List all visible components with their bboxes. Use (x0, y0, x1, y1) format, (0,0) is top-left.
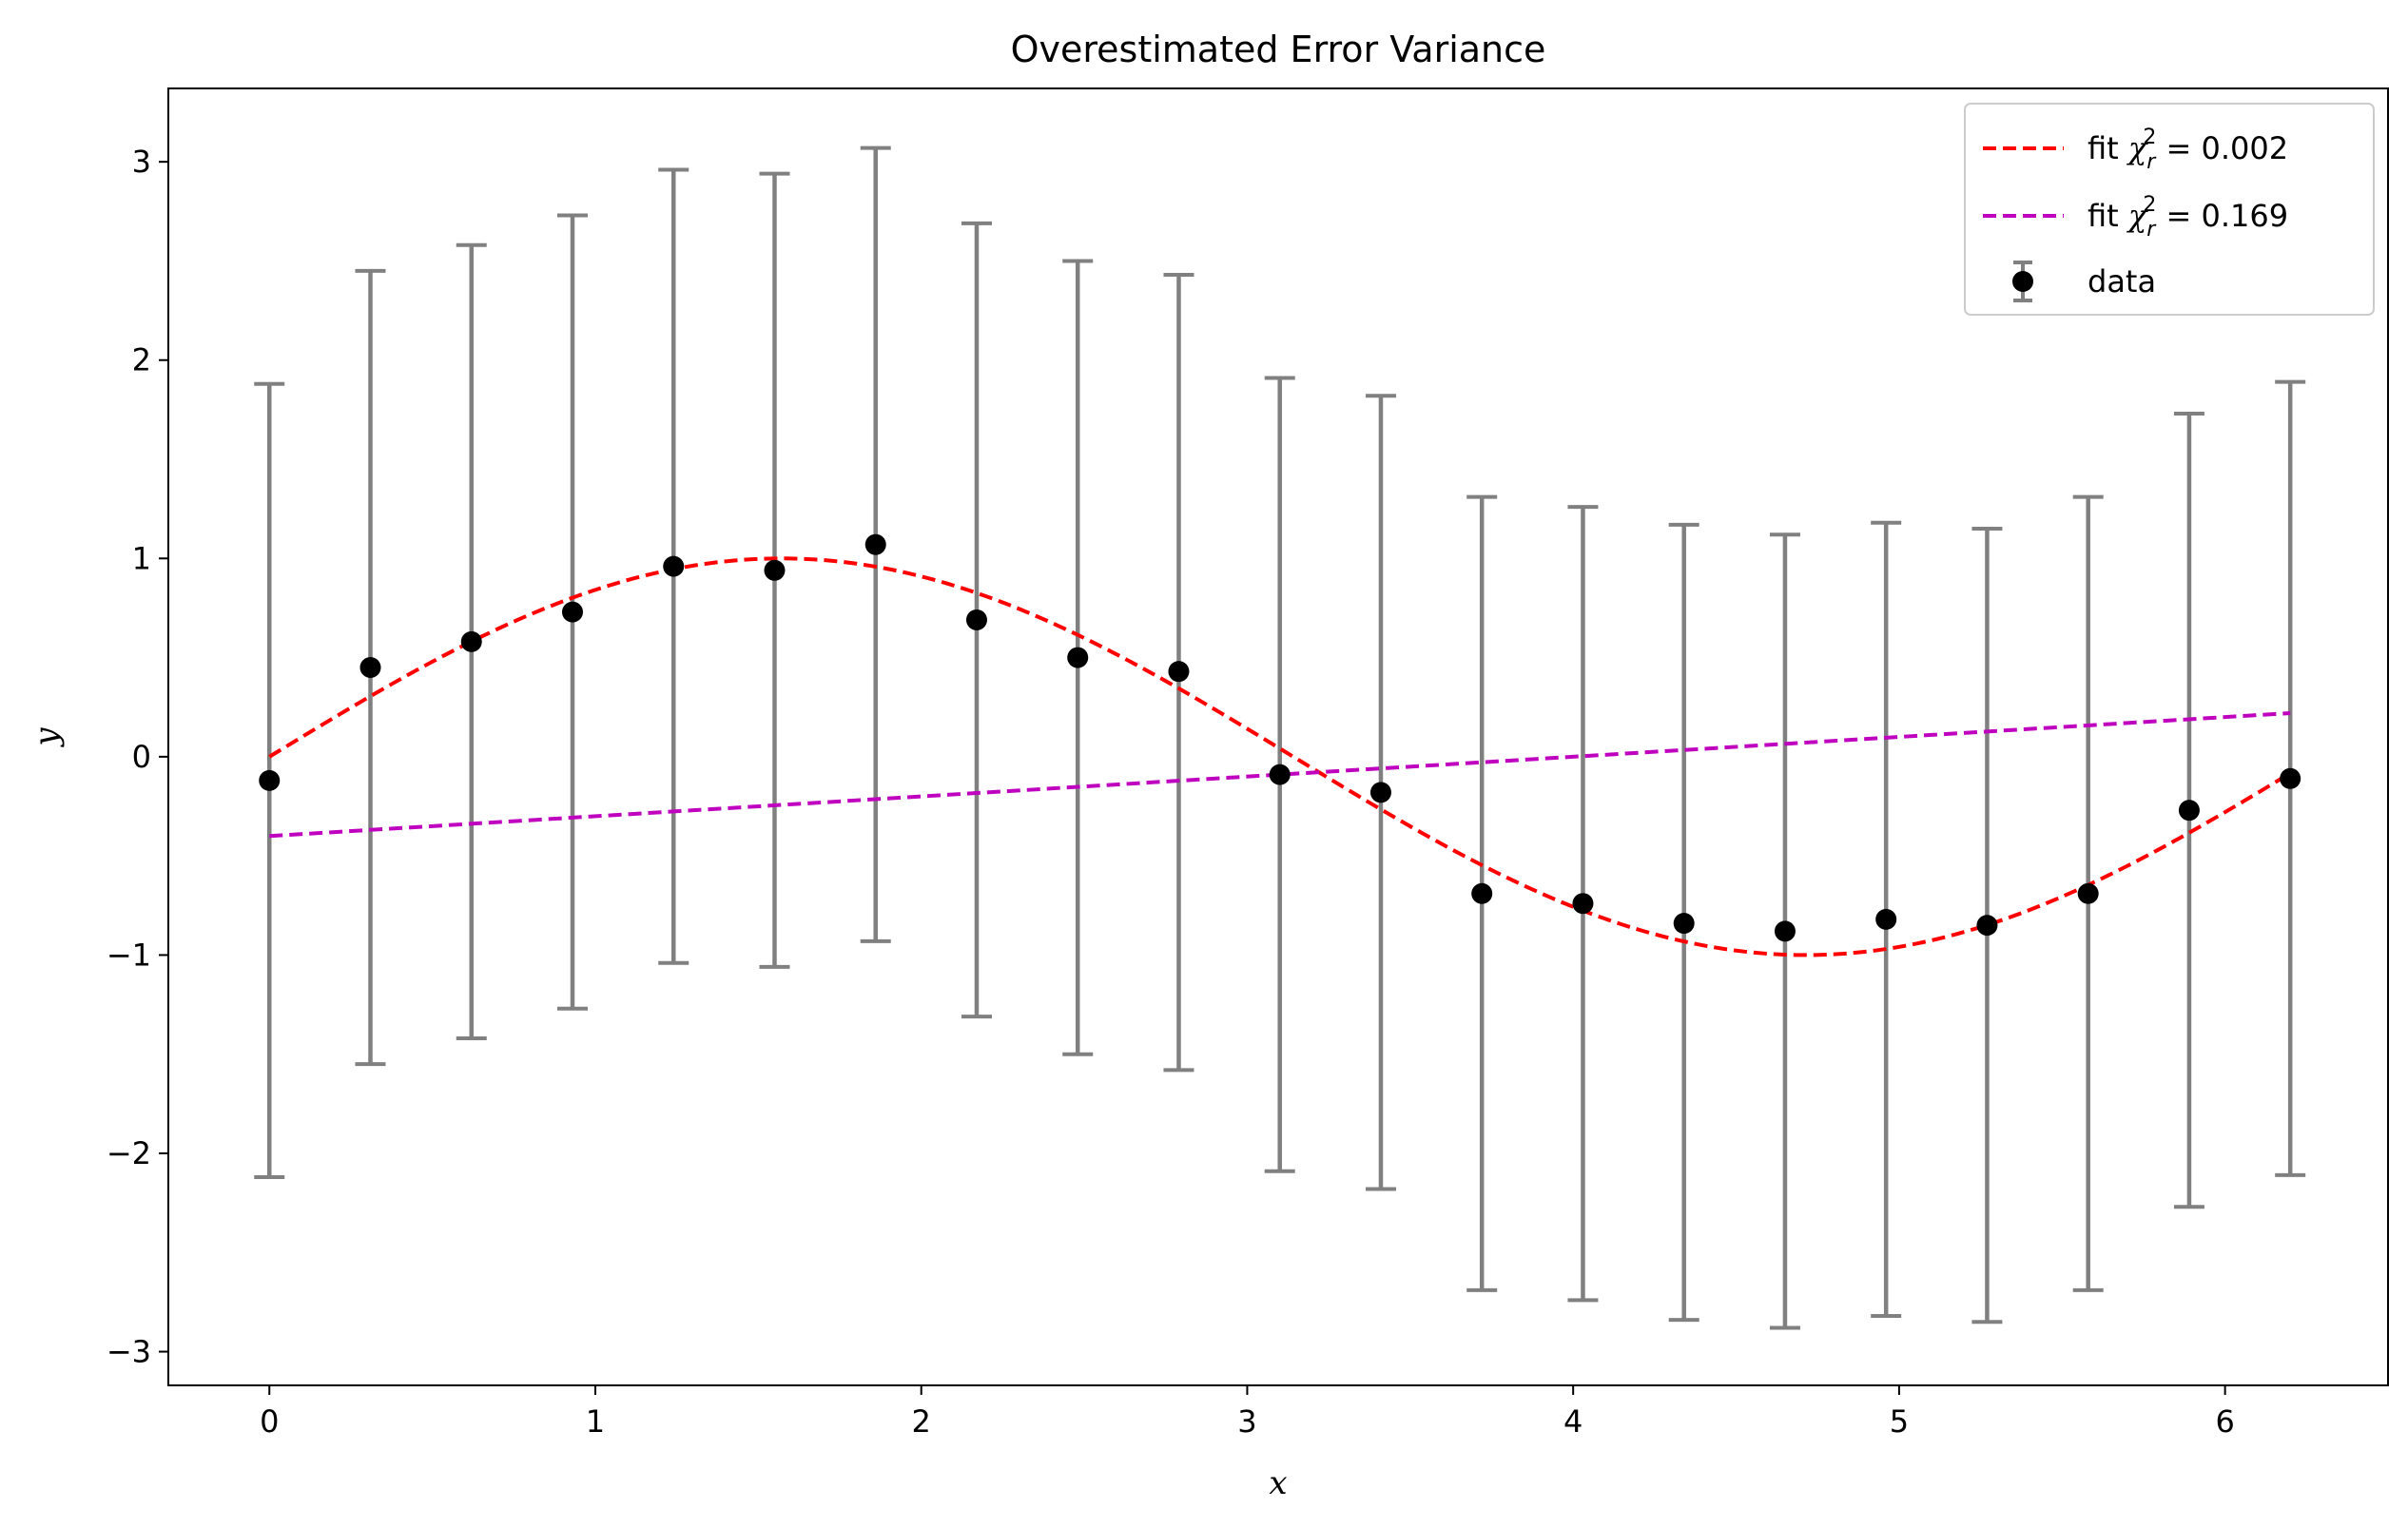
data-point (864, 533, 886, 555)
axes-frame (167, 87, 2389, 1386)
legend-entry-fit-1: fit χr2 = 0.002 (1983, 126, 2288, 174)
legend-entry-data: data (2012, 261, 2156, 302)
chart-title: Overestimated Error Variance (1011, 29, 1546, 70)
data-point (1269, 764, 1291, 785)
x-tick-label: 3 (1237, 1403, 1256, 1440)
data-point (1168, 661, 1190, 683)
data-point (561, 601, 583, 623)
data-point (1673, 913, 1695, 935)
x-tick-label: 5 (1890, 1403, 1909, 1440)
data-point (359, 657, 381, 679)
data-point (1369, 782, 1391, 803)
legend-label-fit-2: fit χr2 = 0.169 (2088, 193, 2288, 242)
data-point (2280, 767, 2301, 789)
x-tick-label: 6 (2215, 1403, 2234, 1440)
y-tick-label: −2 (107, 1135, 151, 1171)
data-point (1774, 920, 1796, 942)
data-points (259, 533, 2301, 942)
data-point (663, 555, 685, 577)
y-axis-label: y (28, 727, 66, 748)
y-tick-label: 2 (132, 342, 151, 378)
data-point (1471, 882, 1493, 904)
data-point (460, 630, 482, 652)
data-point (1976, 915, 1998, 937)
x-tick-label: 2 (912, 1403, 931, 1440)
y-tick-label: 1 (132, 540, 151, 576)
data-point (1067, 647, 1089, 668)
x-tick-label: 1 (586, 1403, 605, 1440)
fit-line-2 (269, 710, 2291, 839)
legend-entry-fit-2: fit χr2 = 0.169 (1983, 193, 2288, 242)
data-point (965, 609, 987, 630)
y-tick-label: 0 (132, 739, 151, 775)
x-axis-label: x (1269, 1464, 1287, 1502)
data-point (1875, 908, 1897, 930)
y-tick-label: −3 (107, 1334, 151, 1370)
y-tick-label: 3 (132, 144, 151, 180)
data-point (2077, 882, 2099, 904)
fit-lines (268, 556, 2292, 957)
legend-label-data: data (2088, 263, 2156, 300)
x-tick-label: 0 (260, 1403, 279, 1440)
x-tick-label: 4 (1563, 1403, 1583, 1440)
y-tick-label: −1 (107, 937, 151, 973)
data-point (1572, 893, 1594, 915)
y-axis-ticks: −3 −2 −1 0 1 2 3 (107, 144, 168, 1370)
legend: fit χr2 = 0.002 fit χr2 = 0.169 data (1964, 103, 2375, 316)
data-point (259, 769, 281, 791)
x-axis-ticks: 0 1 2 3 4 5 6 (260, 1385, 2235, 1440)
legend-box (1964, 103, 2375, 316)
fit-line-1 (268, 556, 2292, 957)
data-point (764, 559, 786, 581)
legend-label-fit-1: fit χr2 = 0.002 (2088, 126, 2288, 174)
legend-swatch-marker (2012, 271, 2033, 292)
data-point (2178, 800, 2200, 822)
plot-area: −3 −2 −1 0 1 2 3 0 1 2 3 4 5 6 (107, 87, 2389, 1440)
